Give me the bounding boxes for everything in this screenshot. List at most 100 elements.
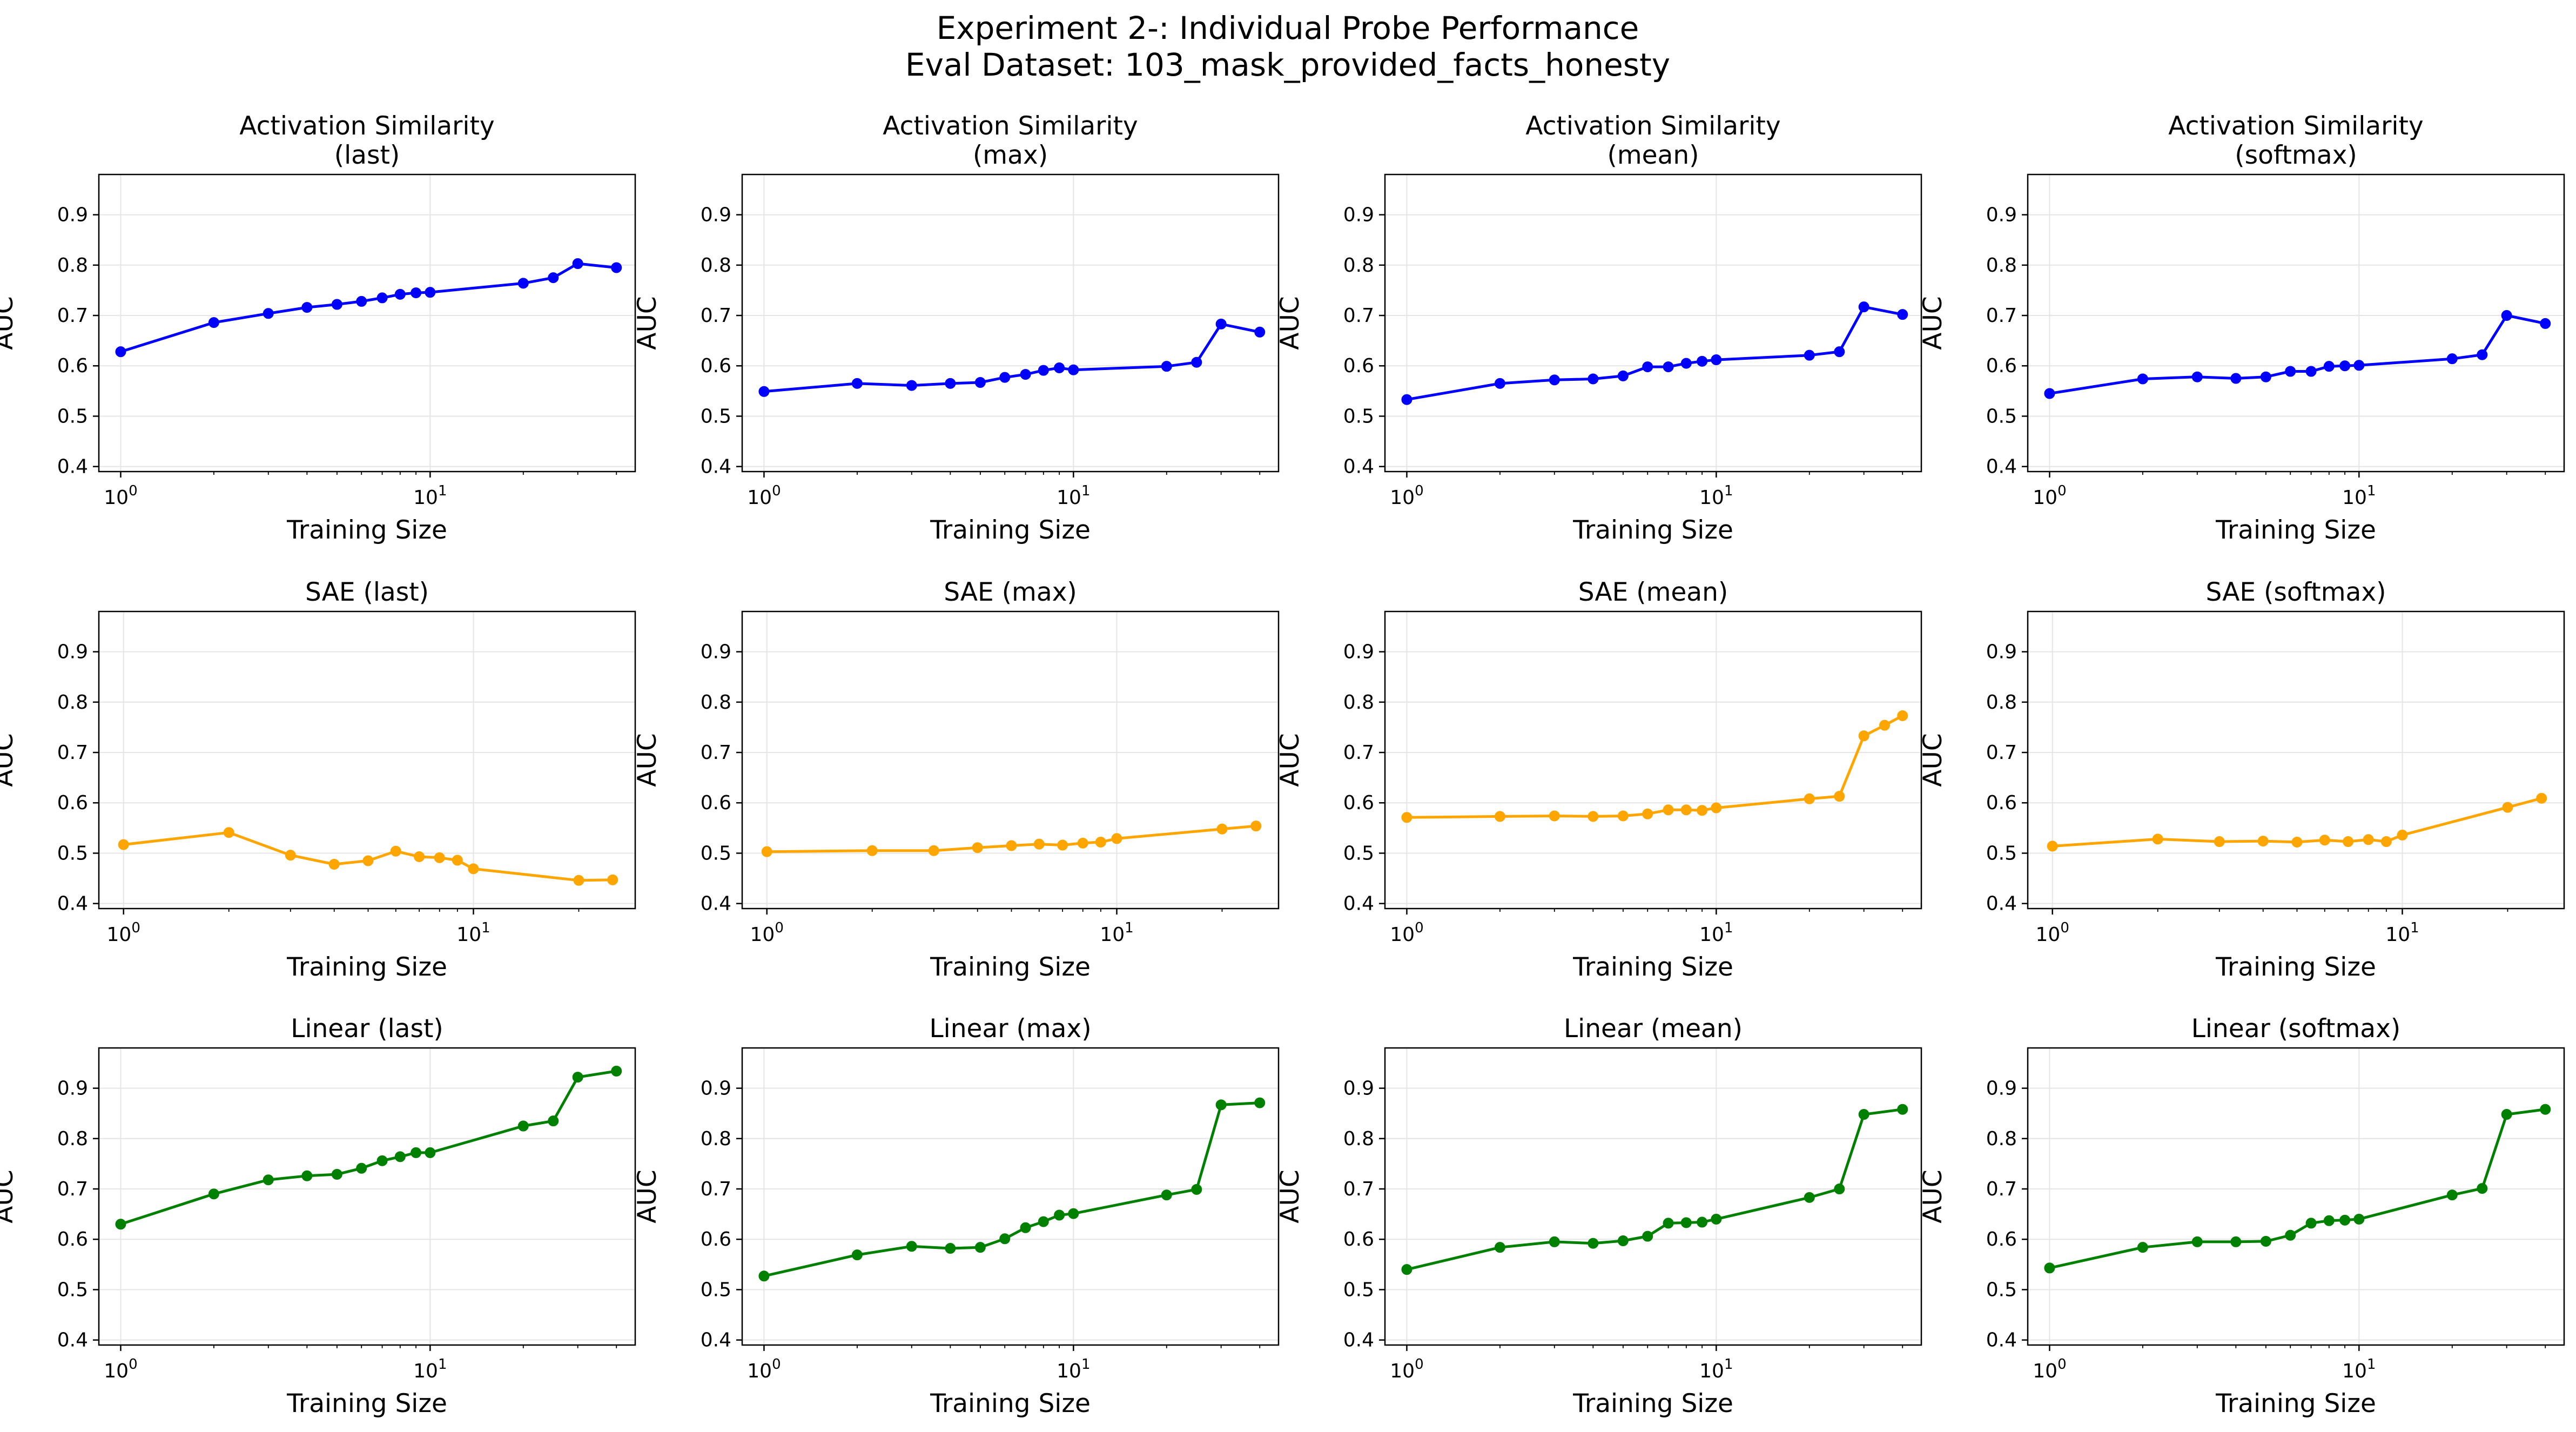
subplot-title: Linear (mean) <box>1564 1014 1743 1044</box>
data-point <box>1020 1222 1031 1233</box>
y-tick-label: 0.8 <box>1986 1128 2017 1150</box>
x-axis-label: Training Size <box>286 1389 447 1418</box>
y-tick-label: 0.5 <box>1986 842 2017 864</box>
data-point <box>328 858 340 870</box>
data-point <box>906 380 917 391</box>
data-point <box>1250 821 1262 832</box>
y-tick-label: 0.6 <box>701 1228 731 1251</box>
data-point <box>1617 370 1629 381</box>
y-tick-label: 0.6 <box>1986 355 2017 377</box>
x-tick-label: 100 <box>2036 920 2069 946</box>
data-point <box>1663 804 1674 816</box>
subplot-title: SAE (max) <box>944 577 1077 607</box>
data-point <box>1834 791 1845 802</box>
x-tick-label: 101 <box>1057 1356 1090 1382</box>
data-point <box>1216 823 1228 835</box>
x-tick-label: 100 <box>1390 483 1423 509</box>
y-tick-label: 0.5 <box>701 1279 731 1301</box>
data-point <box>1057 839 1068 851</box>
axes-frame <box>2027 173 2565 473</box>
data-point <box>356 1162 367 1174</box>
data-point <box>1191 357 1202 368</box>
series-line <box>2052 797 2542 848</box>
data-point <box>263 1174 274 1186</box>
y-tick-label: 0.6 <box>57 792 88 814</box>
data-point <box>1697 1216 1708 1228</box>
data-point <box>1215 1099 1227 1111</box>
series-line <box>766 824 1256 853</box>
y-axis-label: AUC <box>633 733 662 786</box>
y-axis-label: AUC <box>1918 1169 1948 1223</box>
data-point <box>331 1168 342 1180</box>
data-point <box>2323 1215 2335 1226</box>
y-tick-label: 0.6 <box>57 1228 88 1251</box>
data-point <box>2319 835 2330 846</box>
y-tick-label: 0.9 <box>1343 1078 1374 1100</box>
y-axis-label: AUC <box>0 1169 19 1223</box>
y-tick-label: 0.4 <box>1986 1329 2017 1352</box>
y-tick-label: 0.9 <box>701 1078 731 1100</box>
data-point <box>1663 361 1674 373</box>
data-point <box>2047 841 2058 852</box>
data-point <box>1588 1238 1599 1249</box>
y-tick-label: 0.8 <box>57 1128 88 1150</box>
data-point <box>2446 353 2458 365</box>
x-axis-label: Training Size <box>2215 1389 2376 1418</box>
y-axis-label: AUC <box>633 1169 662 1223</box>
x-axis-label: Training Size <box>930 952 1091 982</box>
subplot-11: Linear (mean) 0.4 0.5 0.6 0.7 0.8 0.9 100 101 Tra… <box>1275 1014 1922 1418</box>
y-tick-label: 0.9 <box>1343 641 1374 663</box>
data-point <box>1054 1209 1065 1221</box>
data-point <box>2044 388 2055 399</box>
x-tick-label: 101 <box>1100 920 1133 946</box>
y-tick-label: 0.4 <box>1343 456 1374 478</box>
y-tick-label: 0.9 <box>1986 204 2017 226</box>
data-point <box>928 845 939 856</box>
data-point <box>945 378 956 389</box>
data-point <box>362 855 374 866</box>
data-point <box>999 1233 1011 1245</box>
data-point <box>2191 371 2203 382</box>
x-tick-label: 100 <box>104 483 137 509</box>
data-point <box>572 258 583 269</box>
data-point <box>945 1243 956 1254</box>
data-point <box>1879 720 1891 731</box>
y-tick-label: 0.4 <box>1986 893 2017 915</box>
y-tick-label: 0.7 <box>701 1178 731 1200</box>
data-point <box>1897 710 1908 721</box>
y-tick-label: 0.7 <box>1986 1178 2017 1200</box>
data-point <box>2353 1213 2365 1225</box>
data-point <box>2339 1214 2351 1226</box>
data-point <box>1897 309 1908 320</box>
data-point <box>1095 836 1106 848</box>
x-tick-label: 100 <box>2033 1356 2066 1382</box>
x-tick-label: 100 <box>750 920 784 946</box>
subplot-8: SAE (softmax) 0.4 0.5 0.6 0.7 0.8 0.9 100 101 Tra… <box>1918 577 2565 982</box>
data-point <box>468 863 479 875</box>
y-tick-label: 0.5 <box>1343 842 1374 864</box>
y-tick-label: 0.4 <box>701 893 731 915</box>
y-axis-label: AUC <box>1275 733 1305 786</box>
data-point <box>2191 1236 2203 1247</box>
y-tick-label: 0.8 <box>1343 1128 1374 1150</box>
axes-frame <box>98 610 636 910</box>
data-point <box>758 386 770 397</box>
data-point <box>2214 836 2225 848</box>
data-point <box>390 845 401 857</box>
data-point <box>2343 836 2354 848</box>
x-tick-label: 101 <box>1699 1356 1733 1382</box>
y-tick-label: 0.4 <box>57 456 88 478</box>
subplot-title: SAE (softmax) <box>2206 577 2386 607</box>
data-point <box>1038 365 1049 376</box>
data-point <box>611 262 622 273</box>
data-point <box>331 299 342 310</box>
subplot-title: Linear (max) <box>929 1014 1091 1044</box>
subplot-5: SAE (last) 0.4 0.5 0.6 0.7 0.8 0.9 100 101 Traini… <box>0 577 636 982</box>
y-tick-label: 0.9 <box>57 641 88 663</box>
data-point <box>2397 829 2408 841</box>
data-point <box>301 302 313 313</box>
data-point <box>1680 1217 1692 1228</box>
data-point <box>1111 833 1122 844</box>
data-point <box>1642 1231 1653 1242</box>
